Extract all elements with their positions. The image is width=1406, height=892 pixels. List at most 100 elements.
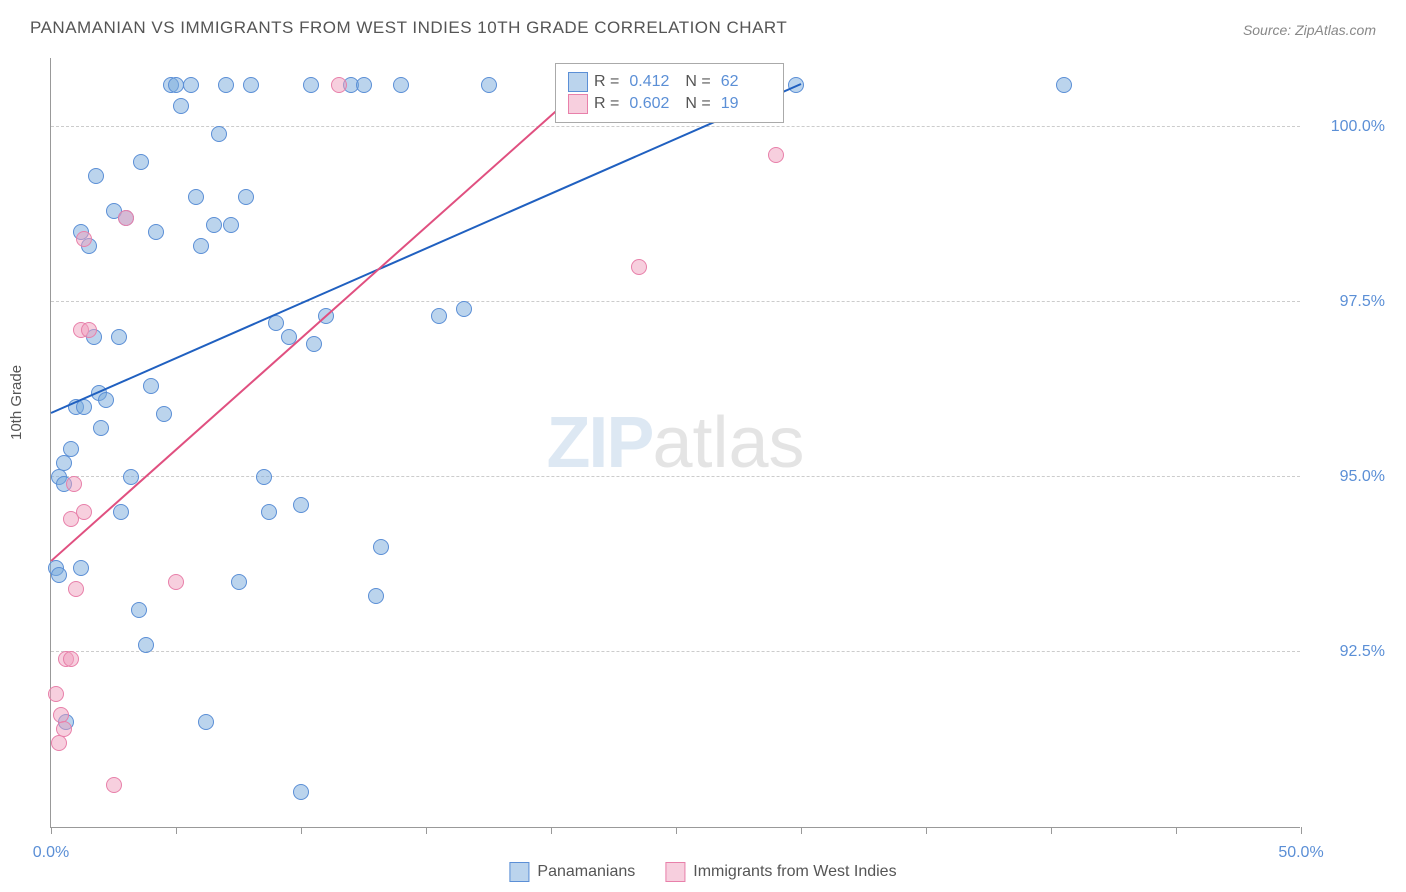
legend-label: Immigrants from West Indies — [693, 863, 896, 881]
scatter-point — [113, 504, 129, 520]
scatter-point — [63, 651, 79, 667]
xtick — [1301, 827, 1302, 834]
scatter-point — [231, 574, 247, 590]
scatter-point — [193, 238, 209, 254]
scatter-point — [631, 259, 647, 275]
gridline — [51, 651, 1300, 652]
scatter-point — [1056, 77, 1072, 93]
source-label: Source: ZipAtlas.com — [1243, 22, 1376, 38]
r-value: 0.412 — [629, 73, 679, 91]
scatter-point — [173, 98, 189, 114]
ytick-label: 92.5% — [1315, 643, 1385, 661]
scatter-point — [261, 504, 277, 520]
r-label: R = — [594, 95, 619, 113]
scatter-point — [133, 154, 149, 170]
scatter-point — [368, 588, 384, 604]
series-legend: Panamanians Immigrants from West Indies — [509, 862, 896, 882]
y-axis-label: 10th Grade — [8, 365, 25, 440]
scatter-point — [81, 322, 97, 338]
scatter-point — [243, 77, 259, 93]
scatter-point — [211, 126, 227, 142]
scatter-point — [48, 686, 64, 702]
scatter-point — [303, 77, 319, 93]
scatter-point — [223, 217, 239, 233]
scatter-point — [63, 441, 79, 457]
scatter-point — [111, 329, 127, 345]
watermark-atlas: atlas — [652, 403, 804, 483]
scatter-point — [188, 189, 204, 205]
scatter-point — [51, 567, 67, 583]
chart-title: PANAMANIAN VS IMMIGRANTS FROM WEST INDIE… — [30, 18, 787, 38]
correlation-legend: R = 0.412 N = 62 R = 0.602 N = 19 — [555, 63, 784, 123]
legend-swatch-blue — [568, 72, 588, 92]
legend-swatch-pink — [665, 862, 685, 882]
legend-label: Panamanians — [537, 863, 635, 881]
scatter-point — [431, 308, 447, 324]
trend-line — [51, 83, 802, 414]
scatter-point — [168, 77, 184, 93]
scatter-point — [238, 189, 254, 205]
scatter-point — [206, 217, 222, 233]
scatter-point — [56, 721, 72, 737]
scatter-point — [306, 336, 322, 352]
scatter-point — [148, 224, 164, 240]
trend-line — [51, 70, 602, 561]
scatter-point — [131, 602, 147, 618]
scatter-point — [51, 735, 67, 751]
legend-item-panamanians: Panamanians — [509, 862, 635, 882]
r-value: 0.602 — [629, 95, 679, 113]
r-label: R = — [594, 73, 619, 91]
legend-swatch-blue — [509, 862, 529, 882]
scatter-point — [106, 777, 122, 793]
scatter-point — [373, 539, 389, 555]
gridline — [51, 301, 1300, 302]
xtick — [1051, 827, 1052, 834]
scatter-point — [331, 77, 347, 93]
xtick — [926, 827, 927, 834]
xtick — [176, 827, 177, 834]
scatter-point — [156, 406, 172, 422]
scatter-point — [138, 637, 154, 653]
n-label: N = — [685, 95, 710, 113]
n-value: 19 — [721, 95, 771, 113]
scatter-point — [256, 469, 272, 485]
ytick-label: 97.5% — [1315, 293, 1385, 311]
xtick — [1176, 827, 1177, 834]
scatter-point — [183, 77, 199, 93]
scatter-point — [198, 714, 214, 730]
watermark: ZIPatlas — [546, 402, 804, 484]
scatter-point — [143, 378, 159, 394]
scatter-point — [118, 210, 134, 226]
ytick-label: 100.0% — [1315, 118, 1385, 136]
scatter-point — [393, 77, 409, 93]
gridline — [51, 126, 1300, 127]
scatter-point — [768, 147, 784, 163]
scatter-point — [93, 420, 109, 436]
legend-item-westindies: Immigrants from West Indies — [665, 862, 896, 882]
legend-row-westindies: R = 0.602 N = 19 — [568, 94, 771, 114]
scatter-point — [456, 301, 472, 317]
scatter-chart: ZIPatlas 92.5%95.0%97.5%100.0%0.0%50.0% — [50, 58, 1300, 828]
n-label: N = — [685, 73, 710, 91]
scatter-point — [98, 392, 114, 408]
scatter-point — [73, 560, 89, 576]
legend-row-panamanians: R = 0.412 N = 62 — [568, 72, 771, 92]
scatter-point — [68, 581, 84, 597]
scatter-point — [76, 231, 92, 247]
scatter-point — [56, 455, 72, 471]
scatter-point — [293, 784, 309, 800]
xtick — [801, 827, 802, 834]
n-value: 62 — [721, 73, 771, 91]
xtick — [551, 827, 552, 834]
xtick-label: 0.0% — [33, 844, 69, 862]
watermark-zip: ZIP — [546, 403, 652, 483]
xtick — [301, 827, 302, 834]
xtick — [51, 827, 52, 834]
xtick — [426, 827, 427, 834]
scatter-point — [293, 497, 309, 513]
scatter-point — [481, 77, 497, 93]
gridline — [51, 476, 1300, 477]
scatter-point — [356, 77, 372, 93]
xtick — [676, 827, 677, 834]
scatter-point — [76, 504, 92, 520]
